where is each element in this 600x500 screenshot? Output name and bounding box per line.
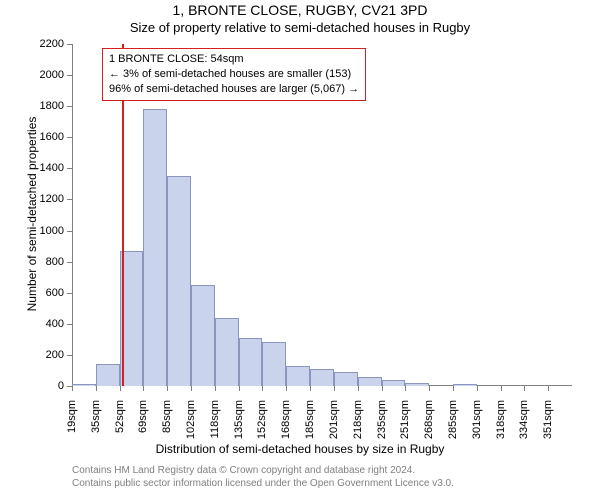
x-tick-mark [215,386,216,391]
info-line-1: 1 BRONTE CLOSE: 54sqm [109,52,359,67]
x-axis-label: Distribution of semi-detached houses by … [0,442,600,456]
y-tick-mark [67,106,72,107]
y-tick-label: 200 [32,349,64,361]
x-tick-mark [405,386,406,391]
x-tick-mark [239,386,240,391]
y-tick-label: 1400 [32,162,64,174]
histogram-bar [215,318,239,386]
x-tick-mark [191,386,192,391]
histogram-bar [310,369,334,386]
footer-line-2: Contains public sector information licen… [72,477,454,490]
x-tick-mark [501,386,502,391]
x-tick-mark [453,386,454,391]
histogram-bar [191,285,215,386]
x-tick-mark [548,386,549,391]
chart-container: 1, BRONTE CLOSE, RUGBY, CV21 3PD Size of… [0,0,600,500]
footer-line-1: Contains HM Land Registry data © Crown c… [72,464,454,477]
x-tick-mark [358,386,359,391]
x-tick-mark [524,386,525,391]
y-tick-mark [67,231,72,232]
plot-area: 0200400600800100012001400160018002000220… [72,44,572,386]
y-tick-label: 2200 [32,38,64,50]
chart-title: 1, BRONTE CLOSE, RUGBY, CV21 3PD [0,2,600,18]
y-tick-label: 2000 [32,69,64,81]
histogram-bar [382,380,406,386]
y-tick-label: 1200 [32,193,64,205]
y-tick-label: 800 [32,256,64,268]
x-tick-mark [167,386,168,391]
histogram-bar [334,372,358,386]
y-tick-mark [67,293,72,294]
y-tick-label: 1800 [32,100,64,112]
y-tick-mark [67,355,72,356]
x-tick-mark [310,386,311,391]
x-tick-mark [286,386,287,391]
y-axis-line [72,44,73,386]
histogram-bar [405,383,429,386]
y-tick-label: 400 [32,318,64,330]
y-tick-mark [67,137,72,138]
chart-subtitle: Size of property relative to semi-detach… [0,20,600,35]
info-box: 1 BRONTE CLOSE: 54sqm← 3% of semi-detach… [102,48,366,101]
x-tick-mark [382,386,383,391]
histogram-bar [143,109,167,386]
histogram-bar [262,342,286,386]
x-tick-mark [96,386,97,391]
y-tick-label: 600 [32,287,64,299]
y-tick-mark [67,262,72,263]
histogram-bar [239,338,263,386]
histogram-bar [453,384,477,386]
x-tick-mark [143,386,144,391]
histogram-bar [96,364,120,386]
x-tick-mark [429,386,430,391]
x-tick-mark [334,386,335,391]
histogram-bar [72,384,96,386]
x-tick-mark [72,386,73,391]
info-line-3: 96% of semi-detached houses are larger (… [109,82,359,97]
y-tick-mark [67,75,72,76]
y-tick-mark [67,199,72,200]
y-tick-mark [67,168,72,169]
x-tick-mark [262,386,263,391]
y-tick-mark [67,324,72,325]
y-tick-mark [67,44,72,45]
y-tick-label: 0 [32,380,64,392]
footer-attribution: Contains HM Land Registry data © Crown c… [72,464,454,490]
info-line-2: ← 3% of semi-detached houses are smaller… [109,67,359,82]
x-tick-mark [120,386,121,391]
histogram-bar [286,366,310,386]
histogram-bar [167,176,191,386]
x-tick-mark [477,386,478,391]
y-tick-label: 1000 [32,225,64,237]
y-tick-label: 1600 [32,131,64,143]
histogram-bar [358,377,382,386]
